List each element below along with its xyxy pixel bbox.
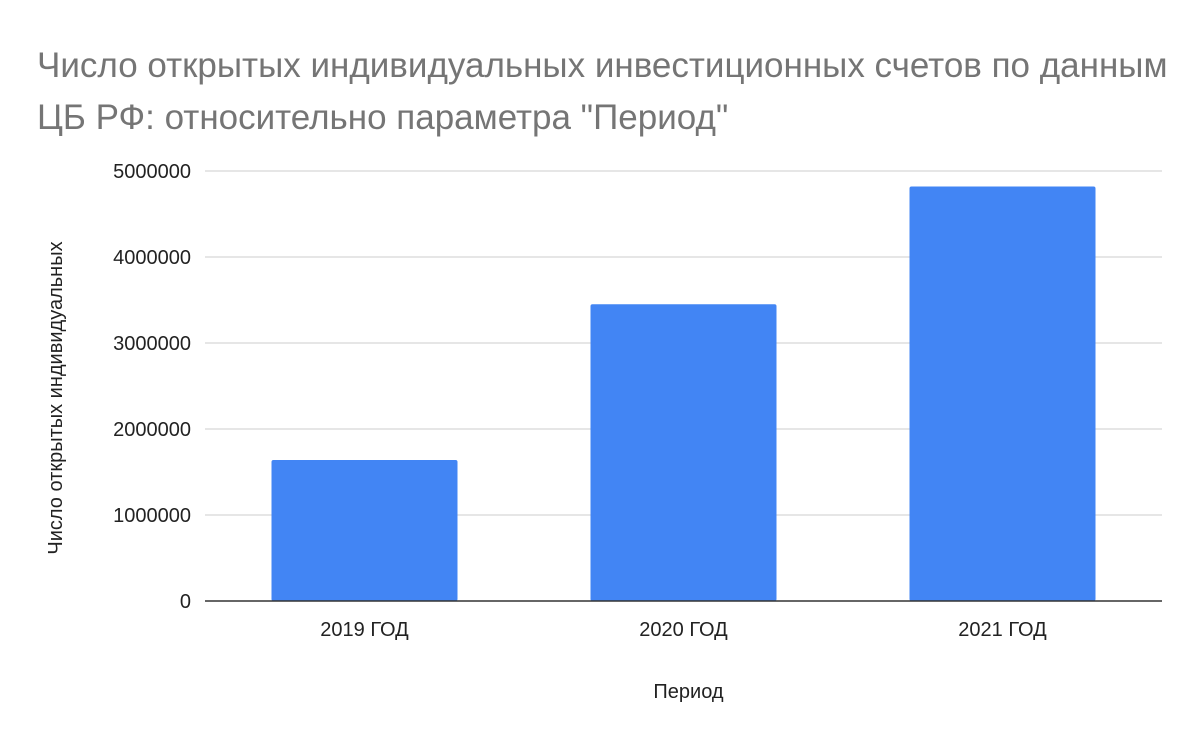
x-tick-label: 2020 ГОД xyxy=(639,619,728,641)
y-tick-label: 0 xyxy=(180,591,191,613)
y-tick-label: 1000000 xyxy=(113,505,191,527)
bar xyxy=(590,304,777,601)
y-tick-label: 5000000 xyxy=(113,161,191,183)
x-tick-label: 2021 ГОД xyxy=(958,619,1047,641)
y-tick-label: 4000000 xyxy=(113,247,191,269)
y-axis-title: Число открытых индивидуальных xyxy=(45,241,67,554)
chart-title: Число открытых индивидуальных инвестицио… xyxy=(37,46,1168,137)
bar xyxy=(271,459,458,601)
y-axis-ticks: 0 1000000 2000000 3000000 4000000 5000000 xyxy=(113,161,191,613)
bars xyxy=(271,186,1096,602)
y-tick-label: 3000000 xyxy=(113,333,191,355)
bar xyxy=(909,186,1096,602)
x-axis-title: Период xyxy=(653,681,723,703)
y-tick-label: 2000000 xyxy=(113,419,191,441)
x-tick-label: 2019 ГОД xyxy=(320,619,409,641)
x-axis-ticks: 2019 ГОД 2020 ГОД 2021 ГОД xyxy=(320,619,1047,641)
